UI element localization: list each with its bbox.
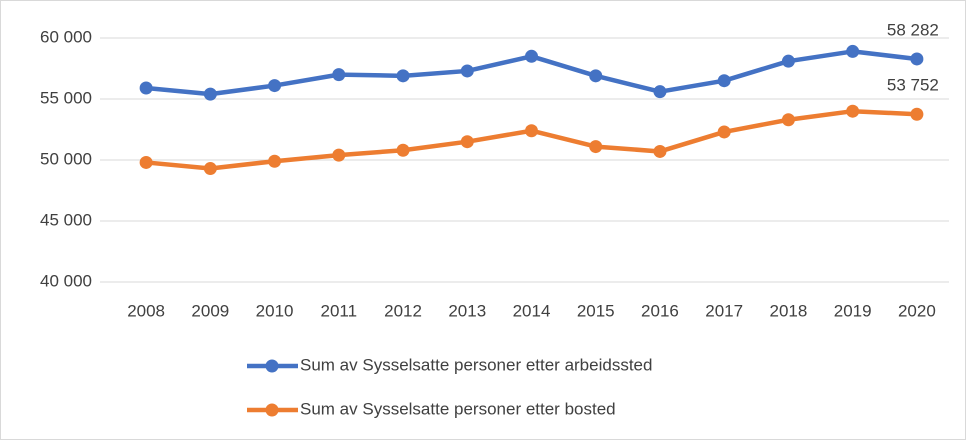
data-label: 53 752 (887, 76, 939, 95)
y-tick-label: 60 000 (40, 27, 92, 46)
x-tick-label: 2019 (834, 301, 872, 320)
legend-marker (265, 403, 279, 417)
x-tick-label: 2011 (321, 301, 358, 320)
y-tick-label: 55 000 (40, 88, 92, 107)
point-marker (717, 125, 731, 139)
x-tick-label: 2020 (898, 301, 936, 320)
x-tick-label: 2009 (191, 301, 229, 320)
point-marker (653, 144, 667, 158)
point-marker (589, 140, 603, 154)
x-tick-label: 2018 (770, 301, 808, 320)
point-marker (139, 81, 153, 95)
x-tick-label: 2016 (641, 301, 679, 320)
point-marker (268, 79, 282, 93)
point-marker (525, 124, 538, 138)
legend-marker (265, 359, 279, 373)
point-marker (525, 49, 538, 63)
x-tick-label: 2017 (705, 301, 743, 320)
point-marker (460, 64, 474, 78)
point-marker (396, 143, 410, 157)
point-marker (846, 44, 860, 58)
point-marker (139, 155, 153, 169)
x-tick-label: 2010 (256, 301, 294, 320)
y-tick-label: 40 000 (40, 271, 92, 290)
point-marker (332, 148, 346, 162)
point-marker (589, 69, 603, 83)
point-marker (268, 154, 282, 168)
legend-label: Sum av Sysselsatte personer etter bosted (300, 399, 616, 418)
point-marker (332, 68, 346, 82)
point-marker (203, 87, 217, 101)
data-label: 58 282 (887, 20, 939, 39)
x-tick-label: 2008 (127, 301, 165, 320)
point-marker (846, 104, 860, 118)
point-marker (781, 54, 795, 68)
x-tick-label: 2013 (448, 301, 486, 320)
point-marker (460, 135, 474, 149)
y-tick-label: 45 000 (40, 210, 92, 229)
x-tick-label: 2014 (513, 301, 551, 320)
point-marker (717, 74, 731, 88)
x-tick-label: 2015 (577, 301, 615, 320)
x-tick-label: 2012 (384, 301, 422, 320)
legend-label: Sum av Sysselsatte personer etter arbeid… (300, 355, 652, 374)
point-marker (910, 52, 924, 66)
y-tick-label: 50 000 (40, 149, 92, 168)
point-marker (203, 162, 217, 176)
point-marker (781, 113, 795, 127)
point-marker (653, 85, 667, 99)
point-marker (910, 107, 924, 121)
point-marker (396, 69, 410, 83)
